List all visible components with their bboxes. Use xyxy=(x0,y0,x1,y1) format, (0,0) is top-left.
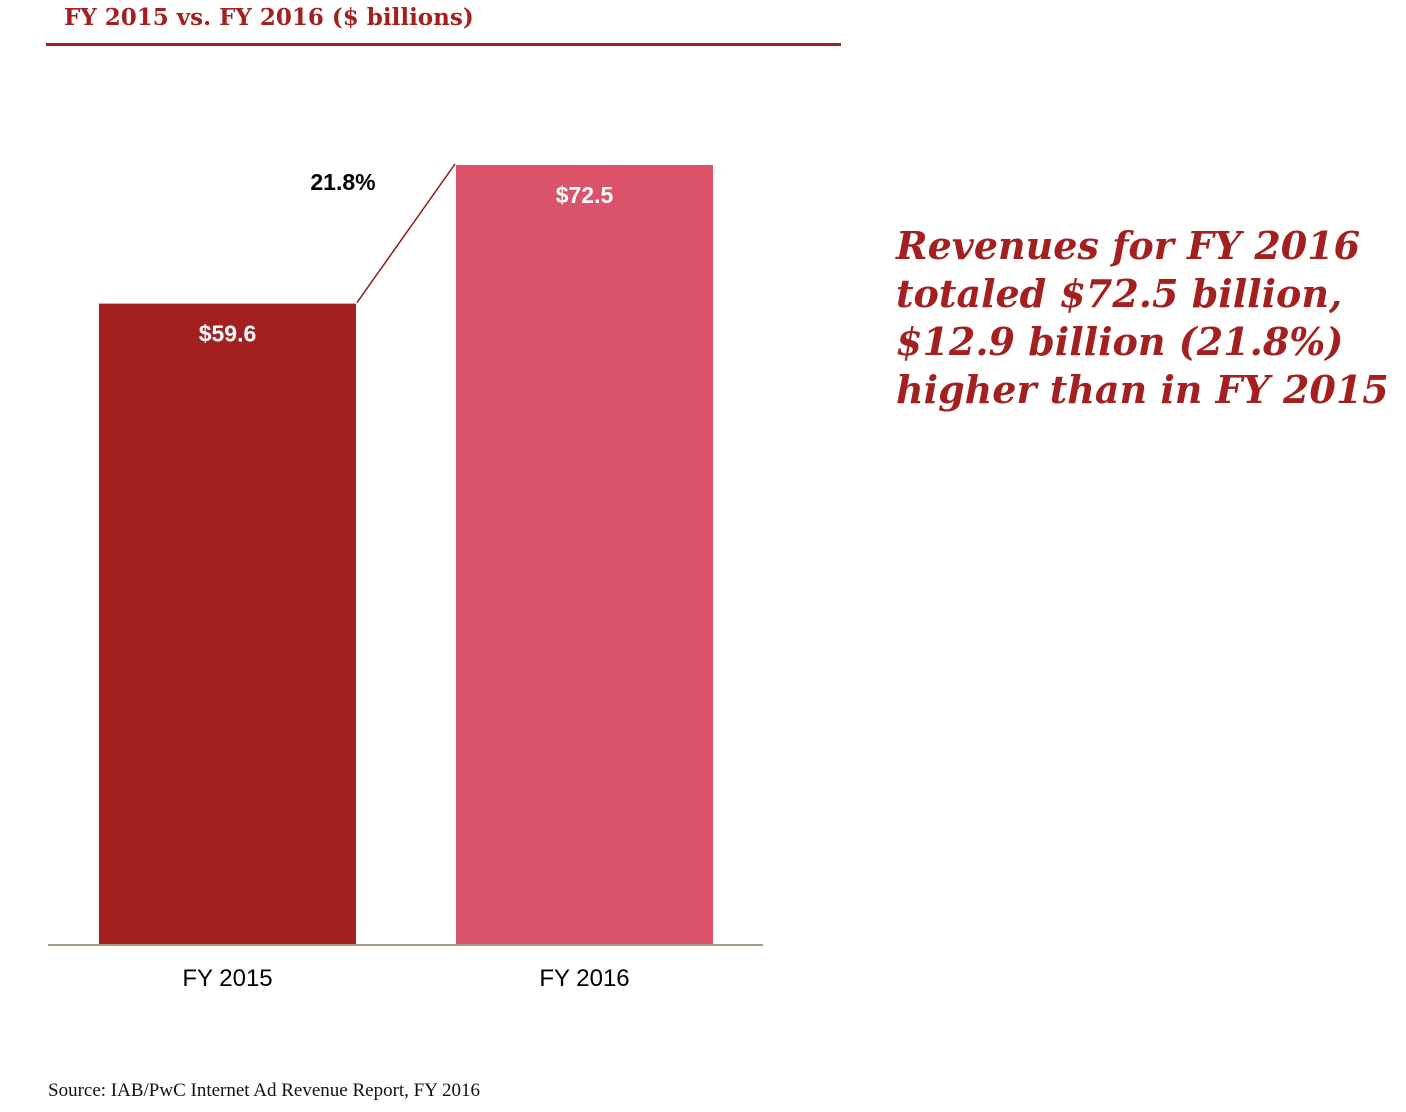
growth-connector-line xyxy=(356,163,456,304)
callout-text: Revenues for FY 2016 totaled $72.5 billi… xyxy=(896,222,1396,414)
callout-line-2: totaled $72.5 billion, xyxy=(896,271,1343,316)
growth-label: 21.8% xyxy=(310,169,375,195)
title-underline xyxy=(46,43,841,46)
callout-line-4: higher than in FY 2015 xyxy=(896,367,1389,412)
callout-line-1: Revenues for FY 2016 xyxy=(896,223,1361,268)
source-note: Source: IAB/PwC Internet Ad Revenue Repo… xyxy=(48,1080,481,1101)
chart-title: FY 2015 vs. FY 2016 ($ billions) xyxy=(64,4,474,31)
bar-1 xyxy=(99,303,356,944)
bar-2 xyxy=(456,165,713,944)
bar-value-label-2: $72.5 xyxy=(556,182,614,208)
bar-value-label-1: $59.6 xyxy=(199,321,257,347)
callout-line-3: $12.9 billion (21.8%) xyxy=(896,319,1344,364)
x-tick-label-1: FY 2015 xyxy=(182,965,272,992)
x-tick-label-2: FY 2016 xyxy=(539,965,629,992)
